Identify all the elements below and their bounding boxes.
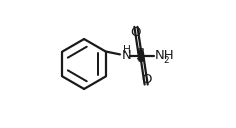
Text: O: O [141,73,152,86]
Text: H: H [123,45,131,55]
Text: NH: NH [155,49,175,62]
Text: N: N [122,49,132,62]
Text: S: S [136,48,146,63]
Text: O: O [131,25,141,39]
Text: 2: 2 [164,56,169,65]
